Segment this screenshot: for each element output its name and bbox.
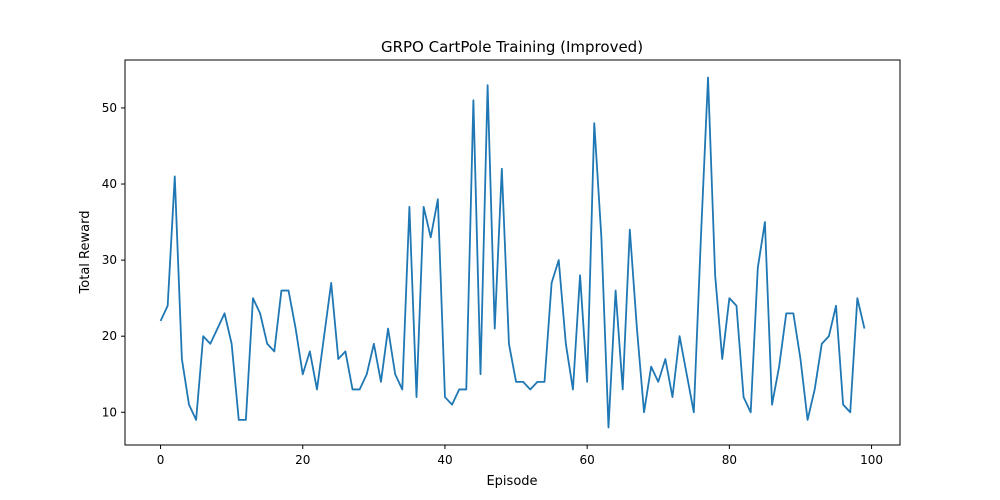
x-tick-label: 0 <box>157 453 165 467</box>
x-tick-label: 60 <box>580 453 595 467</box>
y-tick-label: 10 <box>102 405 117 419</box>
y-tick-label: 40 <box>102 177 117 191</box>
x-tick-label: 100 <box>860 453 883 467</box>
x-tick-label: 20 <box>295 453 310 467</box>
x-axis: 0 20 40 60 80 100 <box>157 445 883 467</box>
chart-title: GRPO CartPole Training (Improved) <box>381 38 643 56</box>
x-tick-label: 80 <box>722 453 737 467</box>
y-tick-label: 50 <box>102 101 117 115</box>
x-tick-label: 40 <box>437 453 452 467</box>
y-tick-label: 30 <box>102 253 117 267</box>
y-axis: 10 20 30 40 50 <box>102 101 125 419</box>
series-line-0 <box>159 76 866 429</box>
y-tick-label: 20 <box>102 329 117 343</box>
x-axis-label: Episode <box>486 474 537 489</box>
plot-area <box>159 76 866 429</box>
plot-frame <box>124 59 901 446</box>
y-axis-label: Total Reward <box>78 211 93 295</box>
